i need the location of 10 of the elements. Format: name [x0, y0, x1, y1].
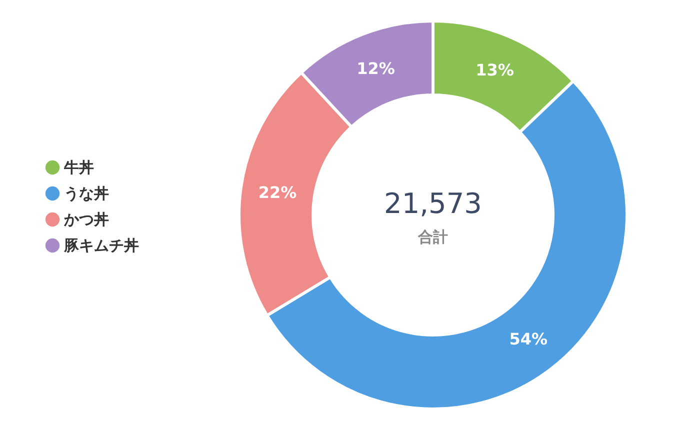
legend-label: かつ丼 [63, 210, 109, 228]
legend-label: 豚キムチ丼 [63, 236, 139, 254]
data-label: 13% [476, 60, 514, 80]
data-label: 12% [356, 58, 395, 78]
data-label: 22% [258, 183, 297, 202]
text: 21,573 [384, 187, 482, 220]
legend-label: うな丼 [64, 184, 109, 202]
legend-label: 牛丼 [63, 158, 94, 176]
data-label: 54% [509, 330, 548, 349]
text: 合計 [417, 228, 448, 246]
